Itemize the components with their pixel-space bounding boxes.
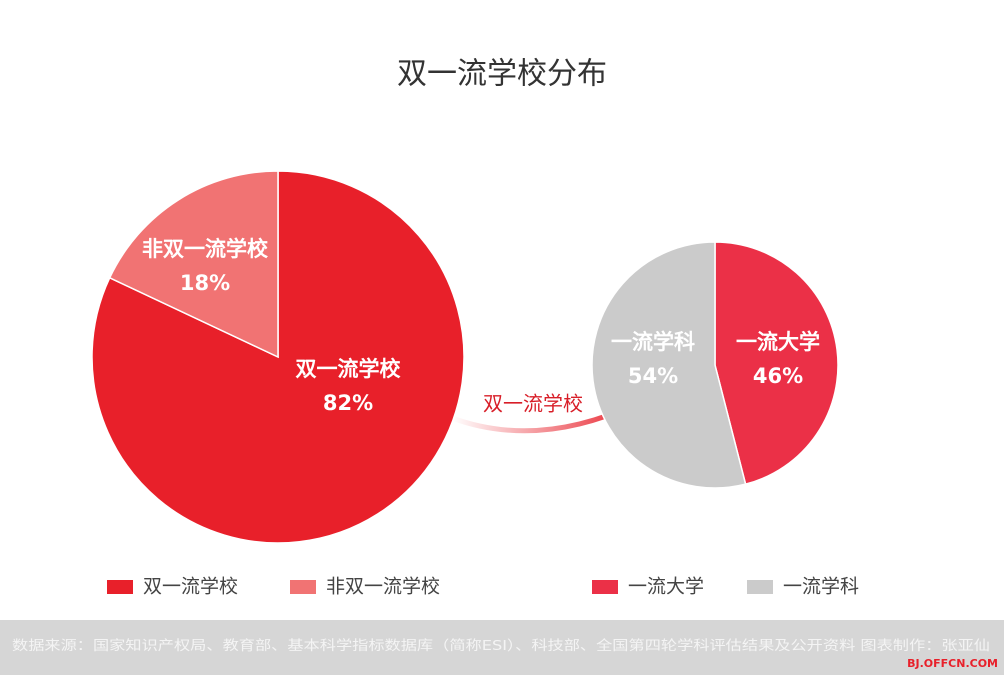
site-mark: BJ.OFFCN.COM xyxy=(907,657,998,670)
slice-label: 一流大学 xyxy=(736,330,820,354)
legend-label: 非双一流学校 xyxy=(326,576,440,598)
chart-title: 双一流学校分布 xyxy=(397,57,607,92)
slice-value: 18% xyxy=(180,271,230,295)
pie-slice xyxy=(591,241,747,489)
legend-label: 一流学科 xyxy=(783,576,859,598)
legend-swatch xyxy=(747,580,773,594)
slice-value: 46% xyxy=(753,364,803,388)
slice-value: 54% xyxy=(628,364,678,388)
legend-label: 一流大学 xyxy=(628,576,704,598)
legend-swatch xyxy=(107,580,133,594)
legend-label: 双一流学校 xyxy=(143,576,238,598)
slice-label: 一流学科 xyxy=(611,330,695,354)
footer-text: 数据来源：国家知识产权局、教育部、基本科学指标数据库（简称ESI）、科技部、全国… xyxy=(12,637,990,654)
arrow-label: 双一流学校 xyxy=(483,392,583,416)
slice-label: 双一流学校 xyxy=(296,357,402,381)
legend-swatch xyxy=(290,580,316,594)
legend-swatch xyxy=(592,580,618,594)
slice-value: 82% xyxy=(323,391,373,415)
slice-label: 非双一流学校 xyxy=(142,237,269,261)
pie-slice xyxy=(714,241,839,486)
footer-bar xyxy=(0,620,1004,675)
pie-slice xyxy=(108,170,279,359)
charts: 双一流学校82%双一流学校非双一流学校18%非双一流学校一流大学46%一流大学一… xyxy=(91,170,859,598)
